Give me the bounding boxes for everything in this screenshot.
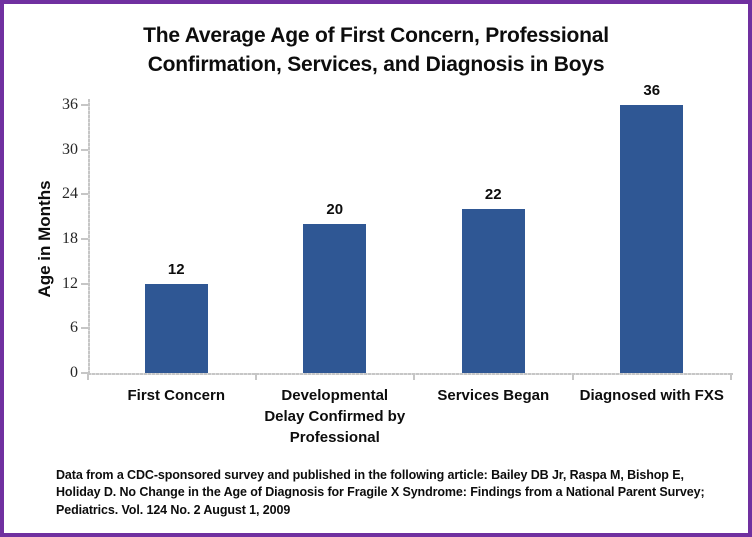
- bar: [144, 283, 208, 373]
- bar-value-label: 36: [643, 82, 661, 99]
- y-axis-tick: [81, 372, 88, 374]
- y-axis-tick-label: 6: [70, 319, 78, 337]
- y-axis-tick: [81, 148, 88, 151]
- x-category-label-line: Developmental: [281, 387, 389, 404]
- x-category-label: Diagnosed with FXS: [567, 385, 737, 406]
- bar-value-label: 20: [326, 201, 344, 219]
- source-note-line-3: Pediatrics. Vol. 124 No. 2 August 1, 200…: [56, 502, 291, 517]
- x-axis-tick: [254, 373, 257, 380]
- x-category-label-line: Services Began: [437, 387, 550, 404]
- y-axis-tick: [81, 238, 88, 240]
- source-note: Data from a CDC-sponsored survey and pub…: [56, 467, 740, 519]
- y-axis-tick: [81, 282, 88, 285]
- bar-value-label: 22: [484, 186, 502, 204]
- source-note-line-2: Holiday D. No Change in the Age of Diagn…: [56, 485, 705, 500]
- x-category-label-line: First Concern: [127, 387, 225, 404]
- y-axis-tick-label: 24: [62, 185, 78, 203]
- y-axis-tick-label: 0: [70, 364, 78, 381]
- x-axis-line: [88, 373, 733, 375]
- x-axis-tick: [87, 373, 89, 380]
- x-axis-tick: [571, 373, 574, 380]
- x-category-label: Services Began: [408, 385, 578, 406]
- y-axis-tick: [81, 327, 88, 330]
- chart-title: The Average Age of First Concern, Profes…: [4, 21, 748, 79]
- x-category-label-line: Professional: [289, 429, 380, 446]
- x-category-label: First Concern: [91, 385, 261, 406]
- bar-value-label: 12: [167, 260, 185, 278]
- y-axis-line: [88, 99, 90, 375]
- source-note-line-1: Data from a CDC-sponsored survey and pub…: [56, 468, 684, 482]
- x-category-label-line: Delay Confirmed by: [264, 408, 406, 425]
- y-axis-tick: [81, 193, 88, 196]
- bar: [461, 209, 525, 373]
- x-category-label-line: Diagnosed with FXS: [579, 387, 724, 404]
- y-axis-tick-label: 18: [62, 230, 78, 247]
- x-axis-tick: [730, 373, 732, 380]
- y-axis-tick-label: 12: [62, 274, 78, 292]
- x-category-label: Developmental Delay Confirmed by Professio…: [250, 385, 420, 448]
- y-axis-tick-label: 30: [62, 140, 78, 158]
- bar: [303, 224, 367, 373]
- bar: [620, 105, 684, 373]
- y-axis-tick-label: 36: [62, 96, 78, 113]
- chart-title-line-2: Confirmation, Services, and Diagnosis in…: [147, 53, 605, 76]
- y-axis-tick: [81, 104, 88, 106]
- chart-title-line-1: The Average Age of First Concern, Profes…: [143, 24, 609, 47]
- x-axis-tick: [413, 373, 415, 380]
